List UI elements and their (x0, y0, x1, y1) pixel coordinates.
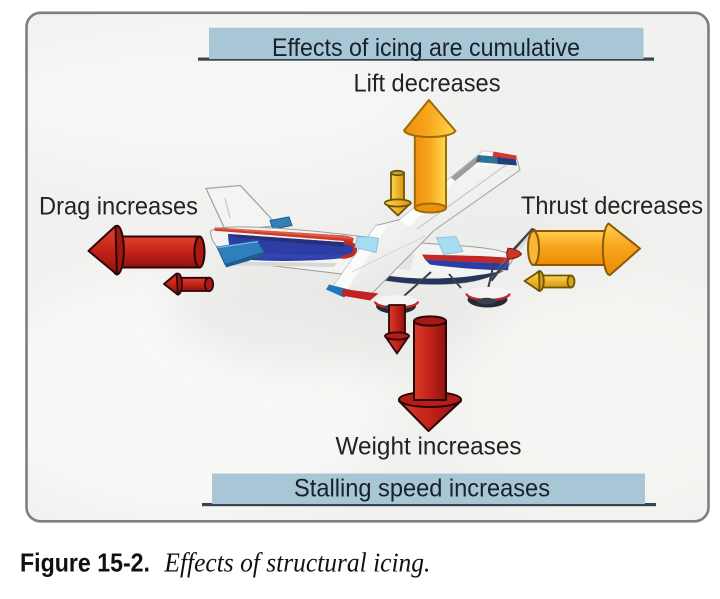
svg-text:Figure 15-2.: Figure 15-2. (20, 548, 150, 578)
svg-text:Drag increases: Drag increases (39, 192, 198, 220)
svg-text:Effects of structural icing.: Effects of structural icing. (163, 548, 430, 578)
svg-text:Effects of icing are cumulativ: Effects of icing are cumulative (272, 34, 580, 62)
svg-text:Stalling speed increases: Stalling speed increases (294, 475, 550, 503)
svg-text:Lift decreases: Lift decreases (354, 70, 501, 98)
svg-text:Thrust decreases: Thrust decreases (521, 192, 703, 220)
svg-text:Weight increases: Weight increases (336, 432, 522, 460)
